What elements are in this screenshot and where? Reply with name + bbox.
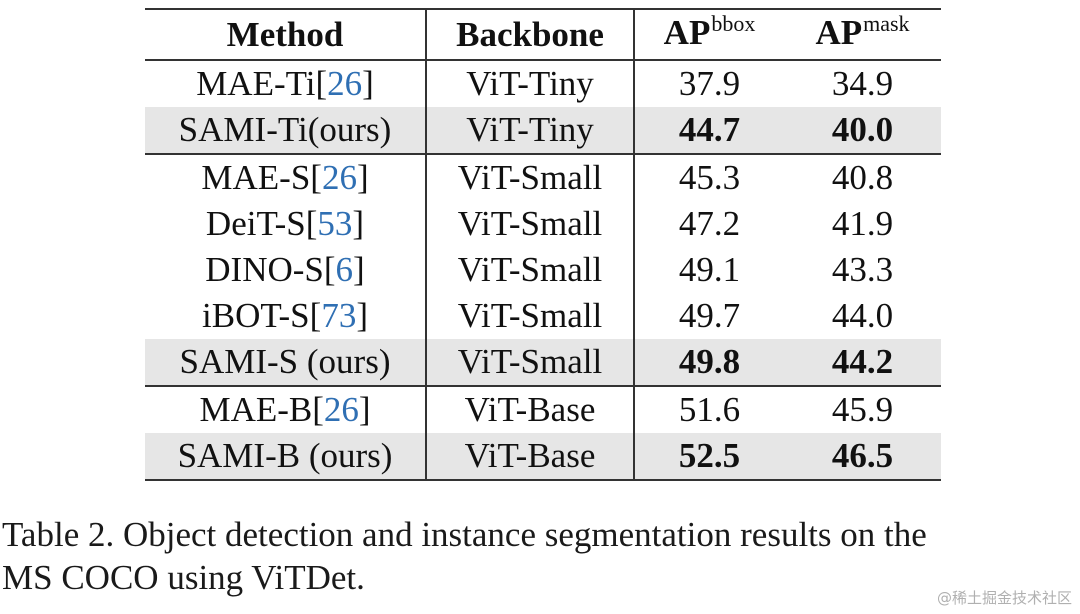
cell-method: iBOT-S[73] (145, 293, 427, 339)
cell-ap-bbox: 44.7 (634, 107, 784, 154)
header-ap-bbox-sup: bbox (711, 11, 756, 36)
cell-backbone: ViT-Tiny (426, 107, 635, 154)
cell-backbone: ViT-Small (426, 201, 635, 247)
table-row: MAE-Ti[26] ViT-Tiny 37.9 34.9 (145, 60, 941, 107)
table-header-row: Method Backbone APbbox APmask (145, 9, 941, 60)
cell-method: MAE-Ti[26] (145, 60, 427, 107)
table-row-highlighted: SAMI-B (ours) ViT-Base 52.5 46.5 (145, 433, 941, 480)
watermark: @稀土掘金技术社区 (936, 589, 1072, 607)
results-table: Method Backbone APbbox APmask MAE-Ti[26]… (145, 8, 941, 481)
method-name: MAE-B (199, 390, 313, 429)
cell-ap-bbox: 49.1 (678, 250, 741, 289)
method-name: DINO-S (205, 250, 324, 289)
table-row: iBOT-S[73] ViT-Small 49.7 44.0 (145, 293, 941, 339)
cell-ap-bbox: 45.3 (678, 158, 741, 197)
cell-ap-mask: 43.3 (831, 250, 894, 289)
method-name: DeiT-S (205, 204, 306, 243)
cell-ap-mask: 40.8 (831, 158, 894, 197)
cell-ap-bbox: 49.7 (678, 296, 741, 335)
cell-backbone: ViT-Small (426, 339, 635, 386)
cell-method: MAE-S[26] (145, 154, 427, 201)
cell-ap-mask: 34.9 (831, 64, 894, 103)
method-name: iBOT-S (202, 296, 310, 335)
cell-ap-mask: 40.0 (784, 107, 941, 154)
header-backbone: Backbone (426, 9, 635, 60)
citation-link[interactable]: 53 (317, 204, 353, 243)
method-name: MAE-Ti (196, 64, 316, 103)
cell-ap-mask: 45.9 (831, 390, 894, 429)
cell-method: DeiT-S[53] (145, 201, 427, 247)
header-ap-bbox-main: AP (663, 13, 711, 52)
cell-backbone: ViT-Base (426, 386, 635, 433)
table-row-highlighted: SAMI-Ti(ours) ViT-Tiny 44.7 40.0 (145, 107, 941, 154)
header-ap-mask: APmask (784, 9, 941, 60)
cell-ap-bbox: 49.8 (634, 339, 784, 386)
cell-backbone: ViT-Tiny (426, 60, 635, 107)
citation-link[interactable]: 73 (321, 296, 357, 335)
cell-ap-mask: 46.5 (784, 433, 941, 480)
table-row: MAE-B[26] ViT-Base 51.6 45.9 (145, 386, 941, 433)
table-row-highlighted: SAMI-S (ours) ViT-Small 49.8 44.2 (145, 339, 941, 386)
cell-ap-bbox: 51.6 (678, 390, 741, 429)
citation-link[interactable]: 26 (321, 158, 357, 197)
cell-backbone: ViT-Small (426, 293, 635, 339)
table-row: DINO-S[6] ViT-Small 49.1 43.3 (145, 247, 941, 293)
cell-ap-mask: 44.0 (831, 296, 894, 335)
cell-method: SAMI-S (ours) (145, 339, 427, 386)
table-caption: Table 2. Object detection and instance s… (2, 513, 1078, 599)
cell-method: MAE-B[26] (145, 386, 427, 433)
cell-ap-bbox: 52.5 (634, 433, 784, 480)
header-method: Method (145, 9, 427, 60)
cell-ap-mask: 41.9 (831, 204, 894, 243)
caption-line-1: Table 2. Object detection and instance s… (2, 515, 927, 554)
cell-backbone: ViT-Small (426, 247, 635, 293)
results-table-container: Method Backbone APbbox APmask MAE-Ti[26]… (145, 8, 941, 481)
header-ap-bbox: APbbox (634, 9, 784, 60)
cell-method: SAMI-B (ours) (145, 433, 427, 480)
citation-link[interactable]: 26 (323, 390, 359, 429)
table-row: DeiT-S[53] ViT-Small 47.2 41.9 (145, 201, 941, 247)
citation-link[interactable]: 26 (327, 64, 363, 103)
caption-line-2: MS COCO using ViTDet. (2, 558, 365, 597)
cell-backbone: ViT-Small (426, 154, 635, 201)
cell-ap-bbox: 37.9 (678, 64, 741, 103)
table-row: MAE-S[26] ViT-Small 45.3 40.8 (145, 154, 941, 201)
cell-method: DINO-S[6] (145, 247, 427, 293)
header-ap-mask-main: AP (815, 13, 863, 52)
cell-backbone: ViT-Base (426, 433, 635, 480)
cell-ap-mask: 44.2 (784, 339, 941, 386)
citation-link[interactable]: 6 (335, 250, 354, 289)
header-ap-mask-sup: mask (863, 11, 910, 36)
cell-method: SAMI-Ti(ours) (145, 107, 427, 154)
cell-ap-bbox: 47.2 (678, 204, 741, 243)
method-name: MAE-S (201, 158, 311, 197)
